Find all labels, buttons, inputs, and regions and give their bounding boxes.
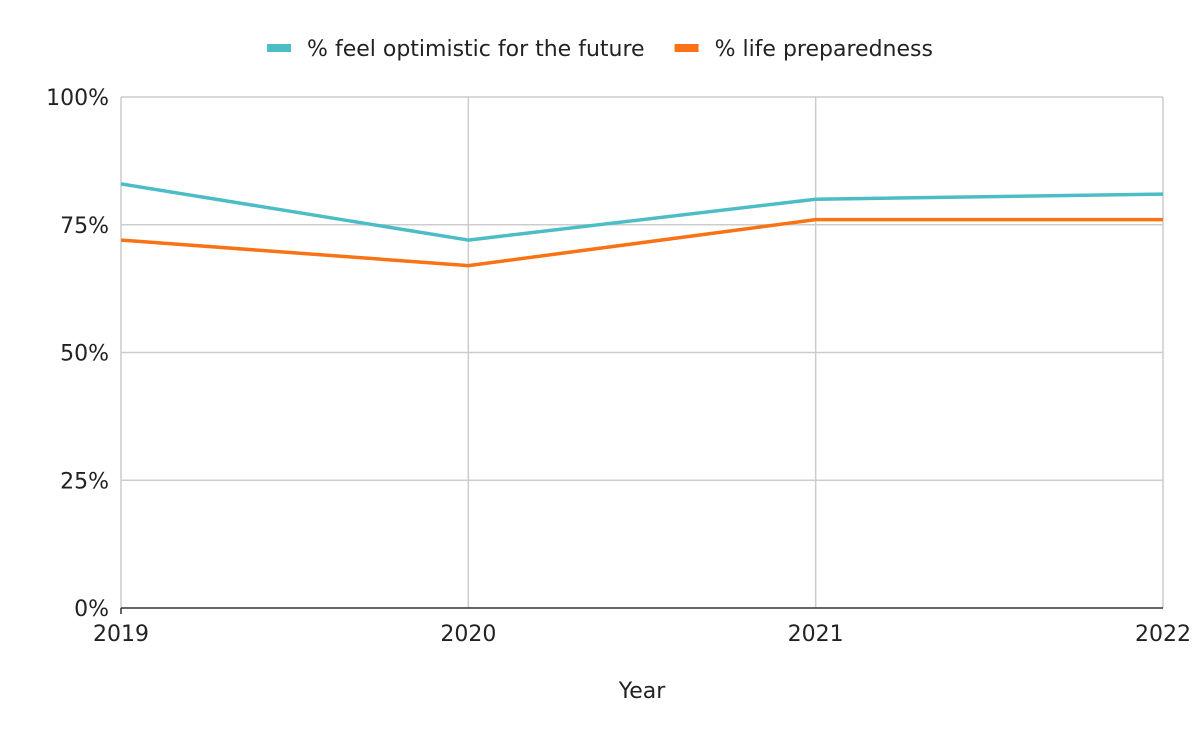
- legend-swatch-2: [674, 44, 699, 52]
- y-tick-label: 25%: [60, 469, 109, 494]
- tick-labels: 0% 25% 50% 75% 100% 2019 2020 2021 2022: [46, 86, 1191, 647]
- y-tick-label: 100%: [46, 86, 109, 111]
- legend-swatch-1: [267, 44, 292, 52]
- legend-label-2: % life preparedness: [715, 37, 933, 62]
- y-tick-label: 75%: [60, 214, 109, 239]
- x-tick-label: 2022: [1135, 622, 1191, 647]
- gridlines: [120, 96, 1164, 608]
- series-line-2: [120, 217, 1163, 268]
- legend-label-1: % feel optimistic for the future: [307, 37, 645, 62]
- x-tick-label: 2019: [93, 622, 149, 647]
- axes: [120, 607, 1163, 614]
- series-lines: [120, 182, 1164, 268]
- series-line-1: [120, 182, 1164, 242]
- x-tick-label: 2021: [788, 622, 844, 647]
- legend: % feel optimistic for the future % life p…: [267, 37, 933, 62]
- x-axis-title: Year: [618, 679, 667, 704]
- y-tick-label: 0%: [74, 597, 109, 622]
- x-tick-label: 2020: [440, 622, 496, 647]
- y-tick-label: 50%: [60, 342, 109, 367]
